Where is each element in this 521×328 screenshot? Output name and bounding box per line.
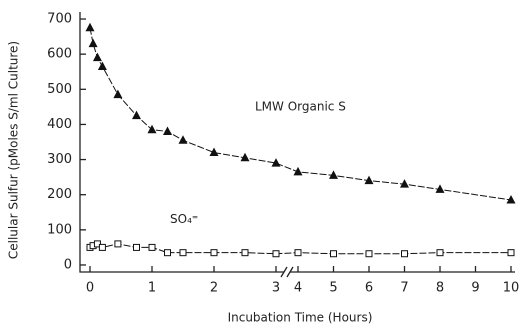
y-tick-label: 600 [47, 47, 72, 62]
y-tick-label: 700 [47, 12, 72, 27]
marker [506, 194, 516, 204]
marker [364, 175, 374, 185]
y-tick-label: 400 [47, 117, 72, 132]
marker [114, 240, 122, 248]
marker [133, 243, 140, 251]
x-tick-label: 0 [86, 281, 94, 296]
y-tick-label: 300 [47, 152, 72, 167]
x-tick-label: 3 [272, 281, 280, 296]
x-tick-label: 1 [148, 281, 156, 296]
marker [271, 158, 281, 167]
marker [293, 166, 303, 176]
marker [132, 110, 141, 120]
marker [98, 243, 106, 251]
marker [85, 22, 95, 32]
x-tick-label: 8 [436, 281, 444, 296]
marker [401, 250, 408, 258]
marker [294, 249, 302, 257]
marker [209, 147, 219, 157]
x-tick-label: 10 [503, 281, 520, 296]
marker [93, 240, 101, 248]
marker [241, 249, 249, 257]
marker [329, 170, 338, 179]
marker [400, 179, 409, 188]
marker [240, 152, 250, 162]
y-tick-label: 200 [47, 187, 72, 202]
x-tick-label: 9 [471, 281, 479, 296]
marker [148, 243, 156, 251]
marker [210, 249, 218, 257]
x-tick-label: 6 [365, 281, 373, 296]
series-label: LMW Organic S [255, 99, 346, 113]
y-tick-label: 0 [64, 257, 72, 272]
series-label: SO₄⁼ [170, 212, 198, 226]
marker [164, 249, 171, 257]
y-tick-label: 500 [47, 82, 72, 97]
axis-break [280, 266, 294, 278]
marker [507, 249, 515, 257]
x-tick-label: 2 [210, 281, 218, 296]
x-tick-label: 7 [400, 281, 408, 296]
marker [147, 124, 157, 134]
marker [92, 52, 102, 62]
y-axis-label: Cellular Sulfur (pMoles S/ml Culture) [7, 41, 21, 259]
marker [179, 249, 187, 257]
marker [178, 135, 188, 144]
x-tick-label: 4 [294, 281, 302, 296]
x-tick-label: 5 [329, 281, 337, 296]
marker [113, 89, 123, 99]
marker [97, 61, 107, 70]
marker [163, 126, 172, 135]
marker [436, 249, 444, 257]
y-tick-label: 100 [47, 222, 72, 237]
x-axis-label: Incubation Time (Hours) [228, 311, 373, 325]
marker [435, 184, 445, 193]
marker [88, 38, 98, 48]
marker [330, 250, 337, 258]
marker [272, 250, 280, 258]
axes [79, 12, 515, 273]
marker [365, 250, 373, 258]
